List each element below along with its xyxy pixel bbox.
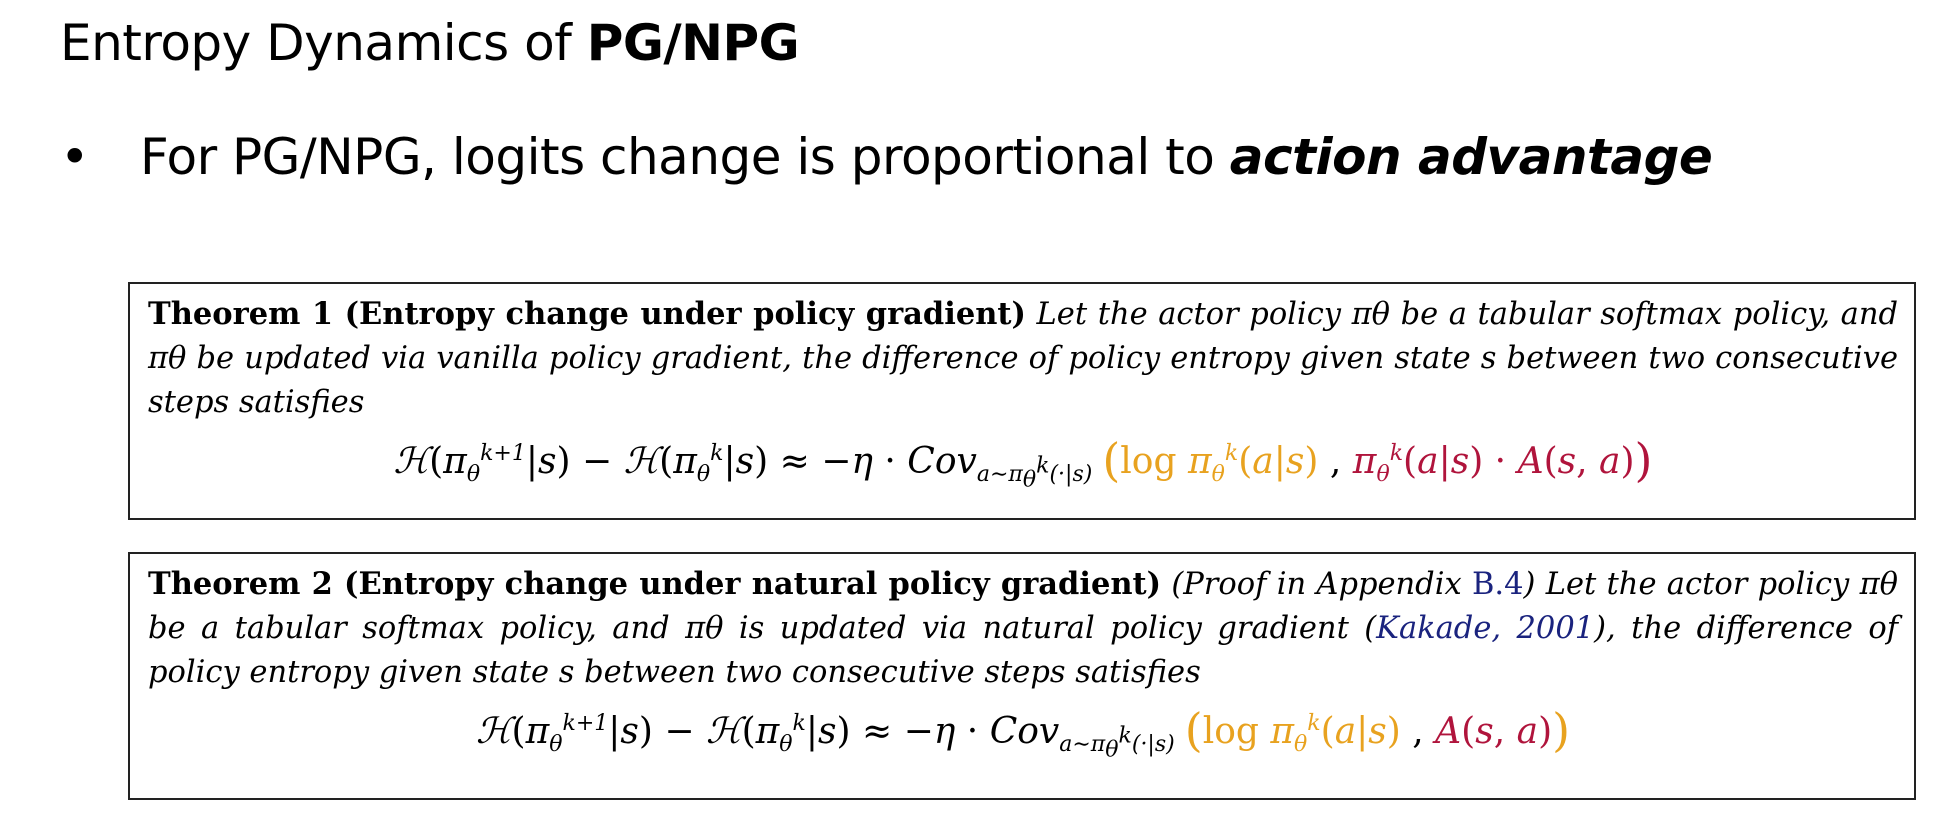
theorem-1-body: Let the actor policy πθ be a tabular sof…	[148, 297, 1898, 420]
citation-author[interactable]: Kakade	[1376, 611, 1492, 646]
theorem-1-formula: ℋ(πθk+1|s) − ℋ(πθk|s) ≈ −η · Cova∼πθk(·|…	[393, 433, 1653, 493]
theorem-1-heading: Theorem 1 (Entropy change under policy g…	[148, 296, 1026, 332]
theorem-2-text: Theorem 2 (Entropy change under natural …	[148, 562, 1898, 695]
slide-title: Entropy Dynamics of PG/NPG	[60, 14, 800, 72]
citation-link[interactable]: Kakade, 2001	[1376, 611, 1594, 646]
bullet-text: For PG/NPG, logits change is proportiona…	[140, 128, 1230, 186]
bullet-dot: •	[60, 128, 90, 186]
title-bold: PG/NPG	[586, 14, 800, 72]
theorem-2-formula: ℋ(πθk+1|s) − ℋ(πθk|s) ≈ −η · Cova∼πθk(·|…	[475, 703, 1571, 763]
theorem-2-body-post: ), the difference of policy entropy give…	[148, 611, 1898, 690]
bullet-emphasis: action advantage	[1229, 128, 1713, 186]
theorem-2-body: (Proof in Appendix B.4) Let the actor po…	[148, 567, 1898, 690]
appendix-link[interactable]: B.4	[1471, 567, 1524, 602]
bullet-point: • For PG/NPG, logits change is proportion…	[60, 128, 1713, 186]
theorem-1-box: Theorem 1 (Entropy change under policy g…	[128, 282, 1916, 520]
title-prefix: Entropy Dynamics of	[60, 14, 587, 72]
citation-separator: ,	[1491, 611, 1517, 646]
theorem-2-body-mid: ) Let the actor policy πθ be a tabular s…	[148, 567, 1898, 646]
theorem-2-box: Theorem 2 (Entropy change under natural …	[128, 552, 1916, 800]
theorem-1-text: Theorem 1 (Entropy change under policy g…	[148, 292, 1898, 425]
citation-year[interactable]: 2001	[1516, 611, 1595, 646]
theorem-2-body-pre: (Proof in Appendix	[1171, 567, 1472, 602]
theorem-2-heading: Theorem 2 (Entropy change under natural …	[148, 566, 1162, 602]
